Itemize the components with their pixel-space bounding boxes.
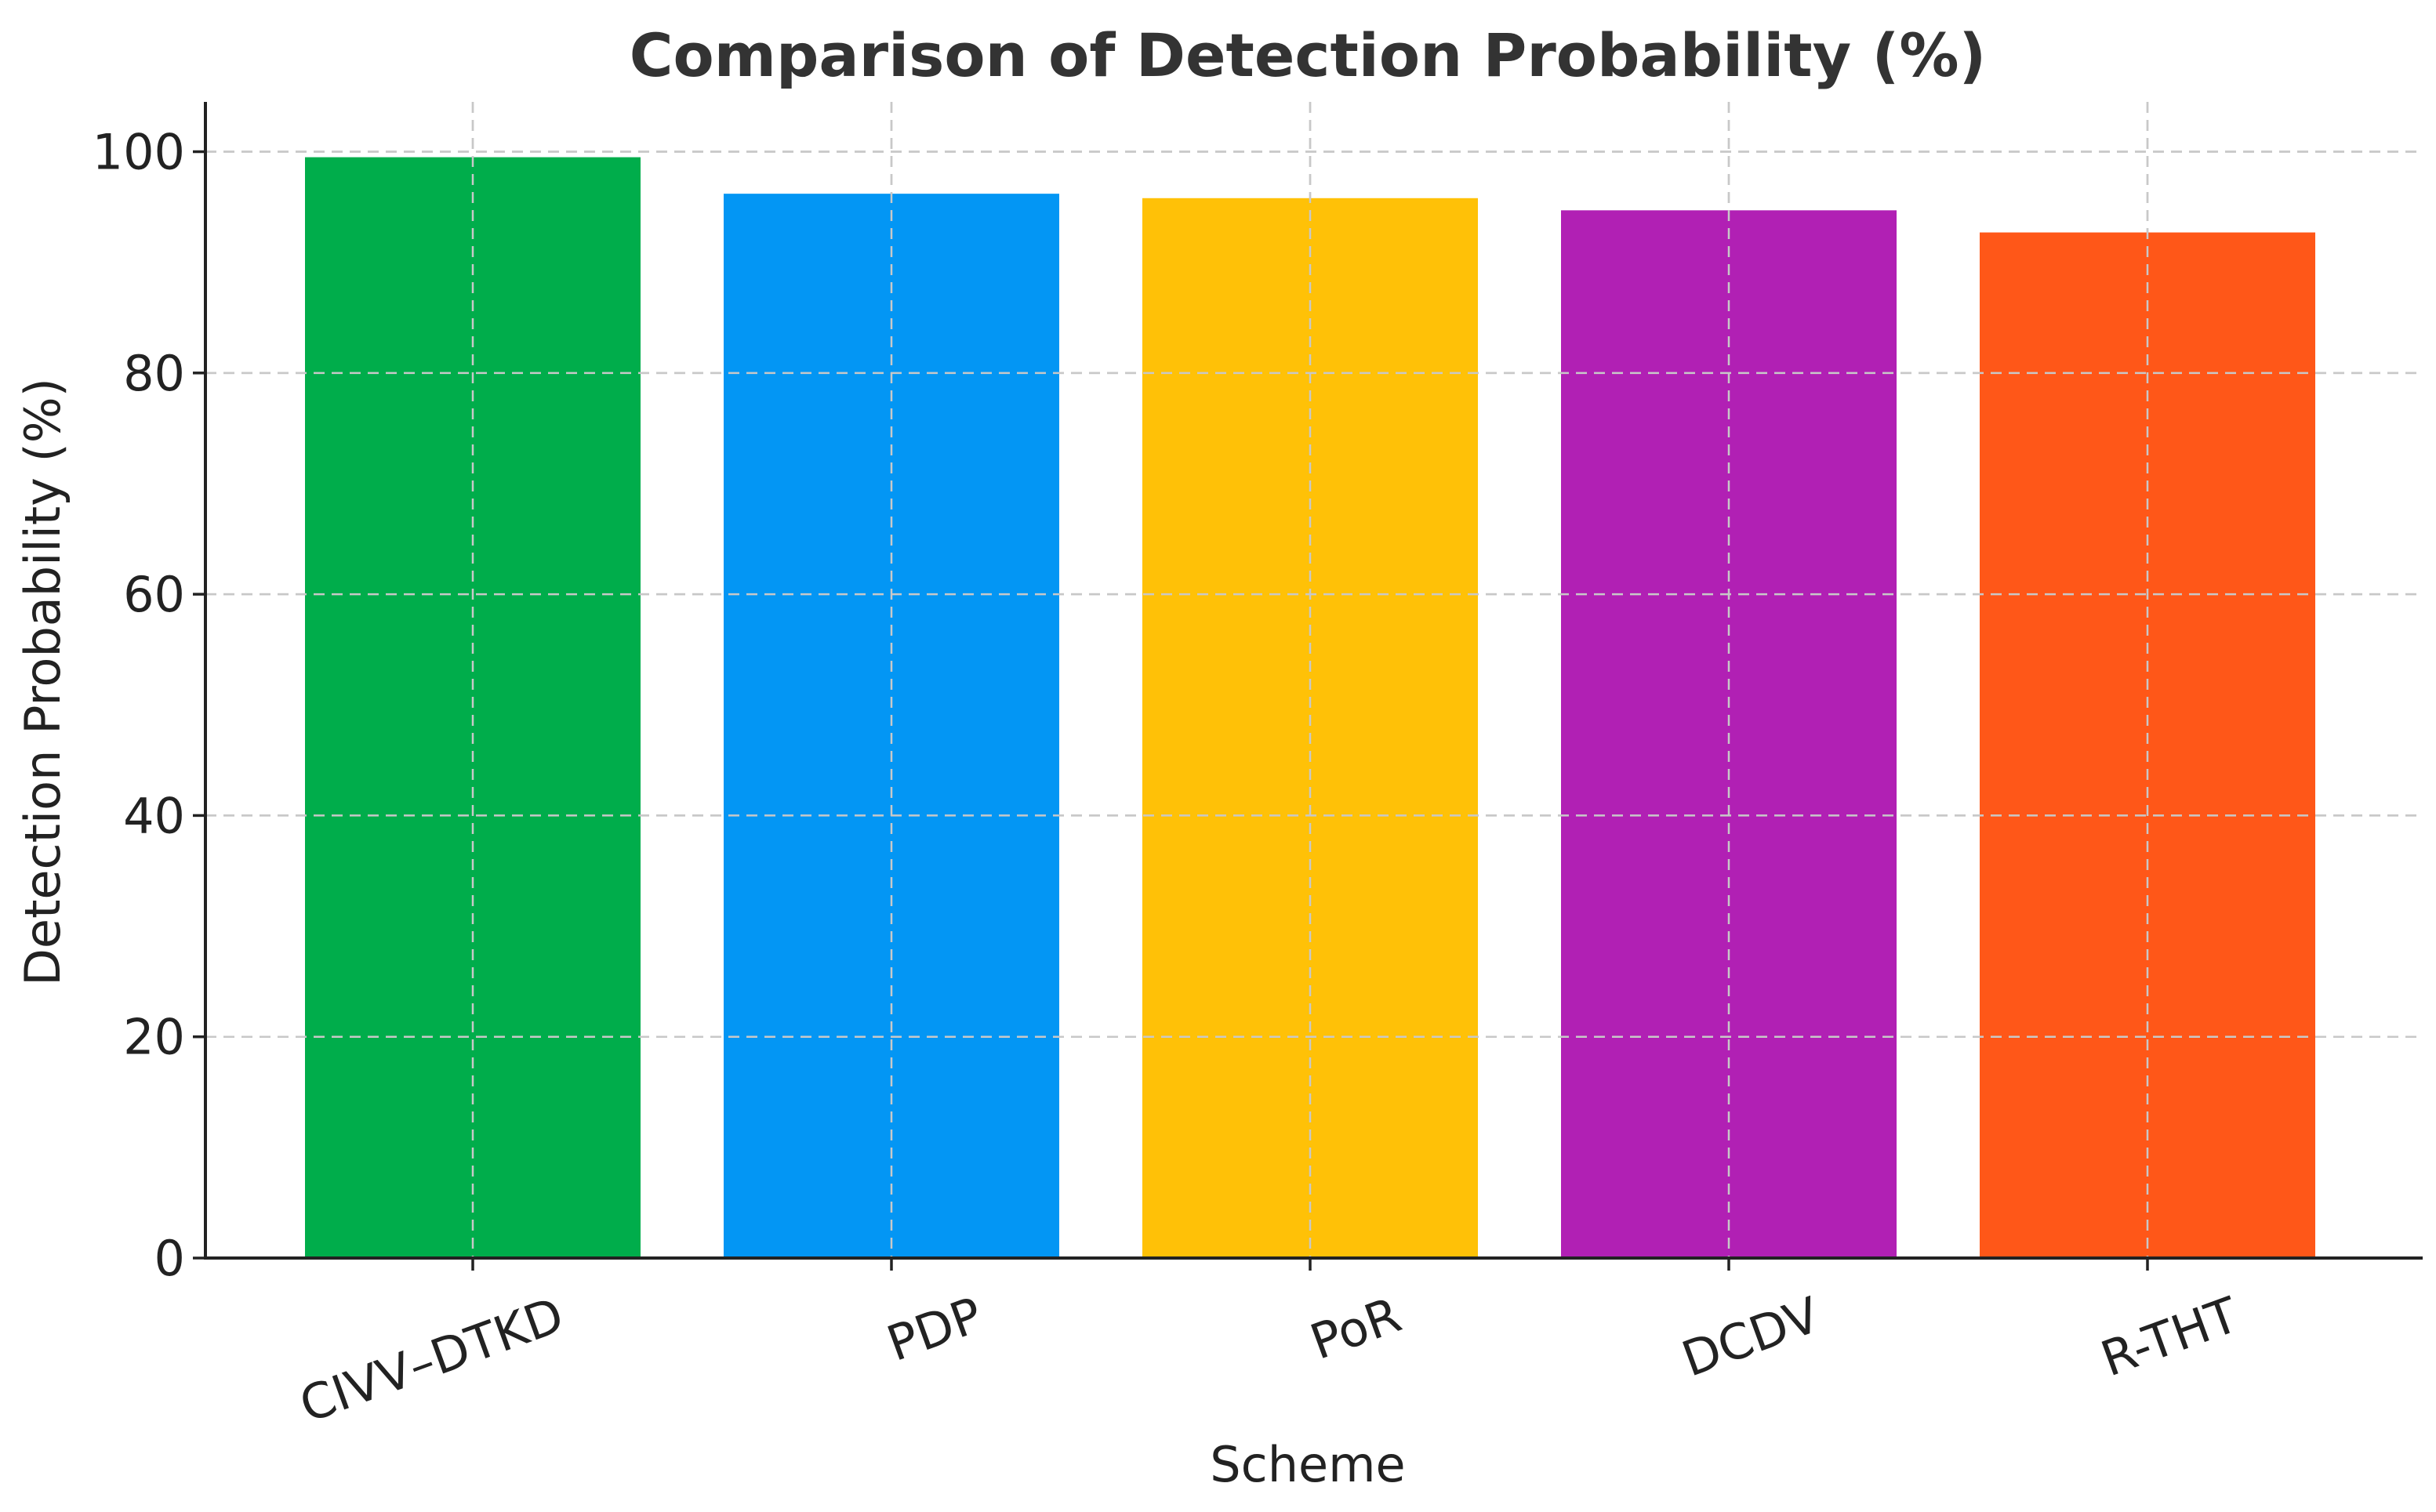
y-tick-label-100: 100 (93, 124, 185, 181)
y-tick-label-80: 80 (123, 345, 185, 402)
x-tick-label-pdp: PDP (880, 1285, 989, 1372)
x-tick-label-civv-dtkd: CIVV–DTKD (292, 1285, 571, 1434)
x-tick-label-dcdv: DCDV (1675, 1285, 1827, 1387)
x-axis-title: Scheme (1210, 1436, 1405, 1493)
y-tick-label-60: 60 (123, 566, 185, 623)
x-tick-label-r-tht: R-THT (2093, 1285, 2246, 1387)
y-tick-label-40: 40 (123, 787, 185, 844)
y-axis-title: Detection Probability (%) (14, 378, 71, 986)
chart-title: Comparison of Detection Probability (%) (630, 20, 1986, 90)
x-tick-label-por: PoR (1303, 1285, 1408, 1370)
bar-r-tht (1980, 232, 2315, 1258)
bars-layer (205, 102, 2423, 1259)
y-tick-label-0: 0 (154, 1230, 185, 1287)
y-tick-label-20: 20 (123, 1009, 185, 1066)
